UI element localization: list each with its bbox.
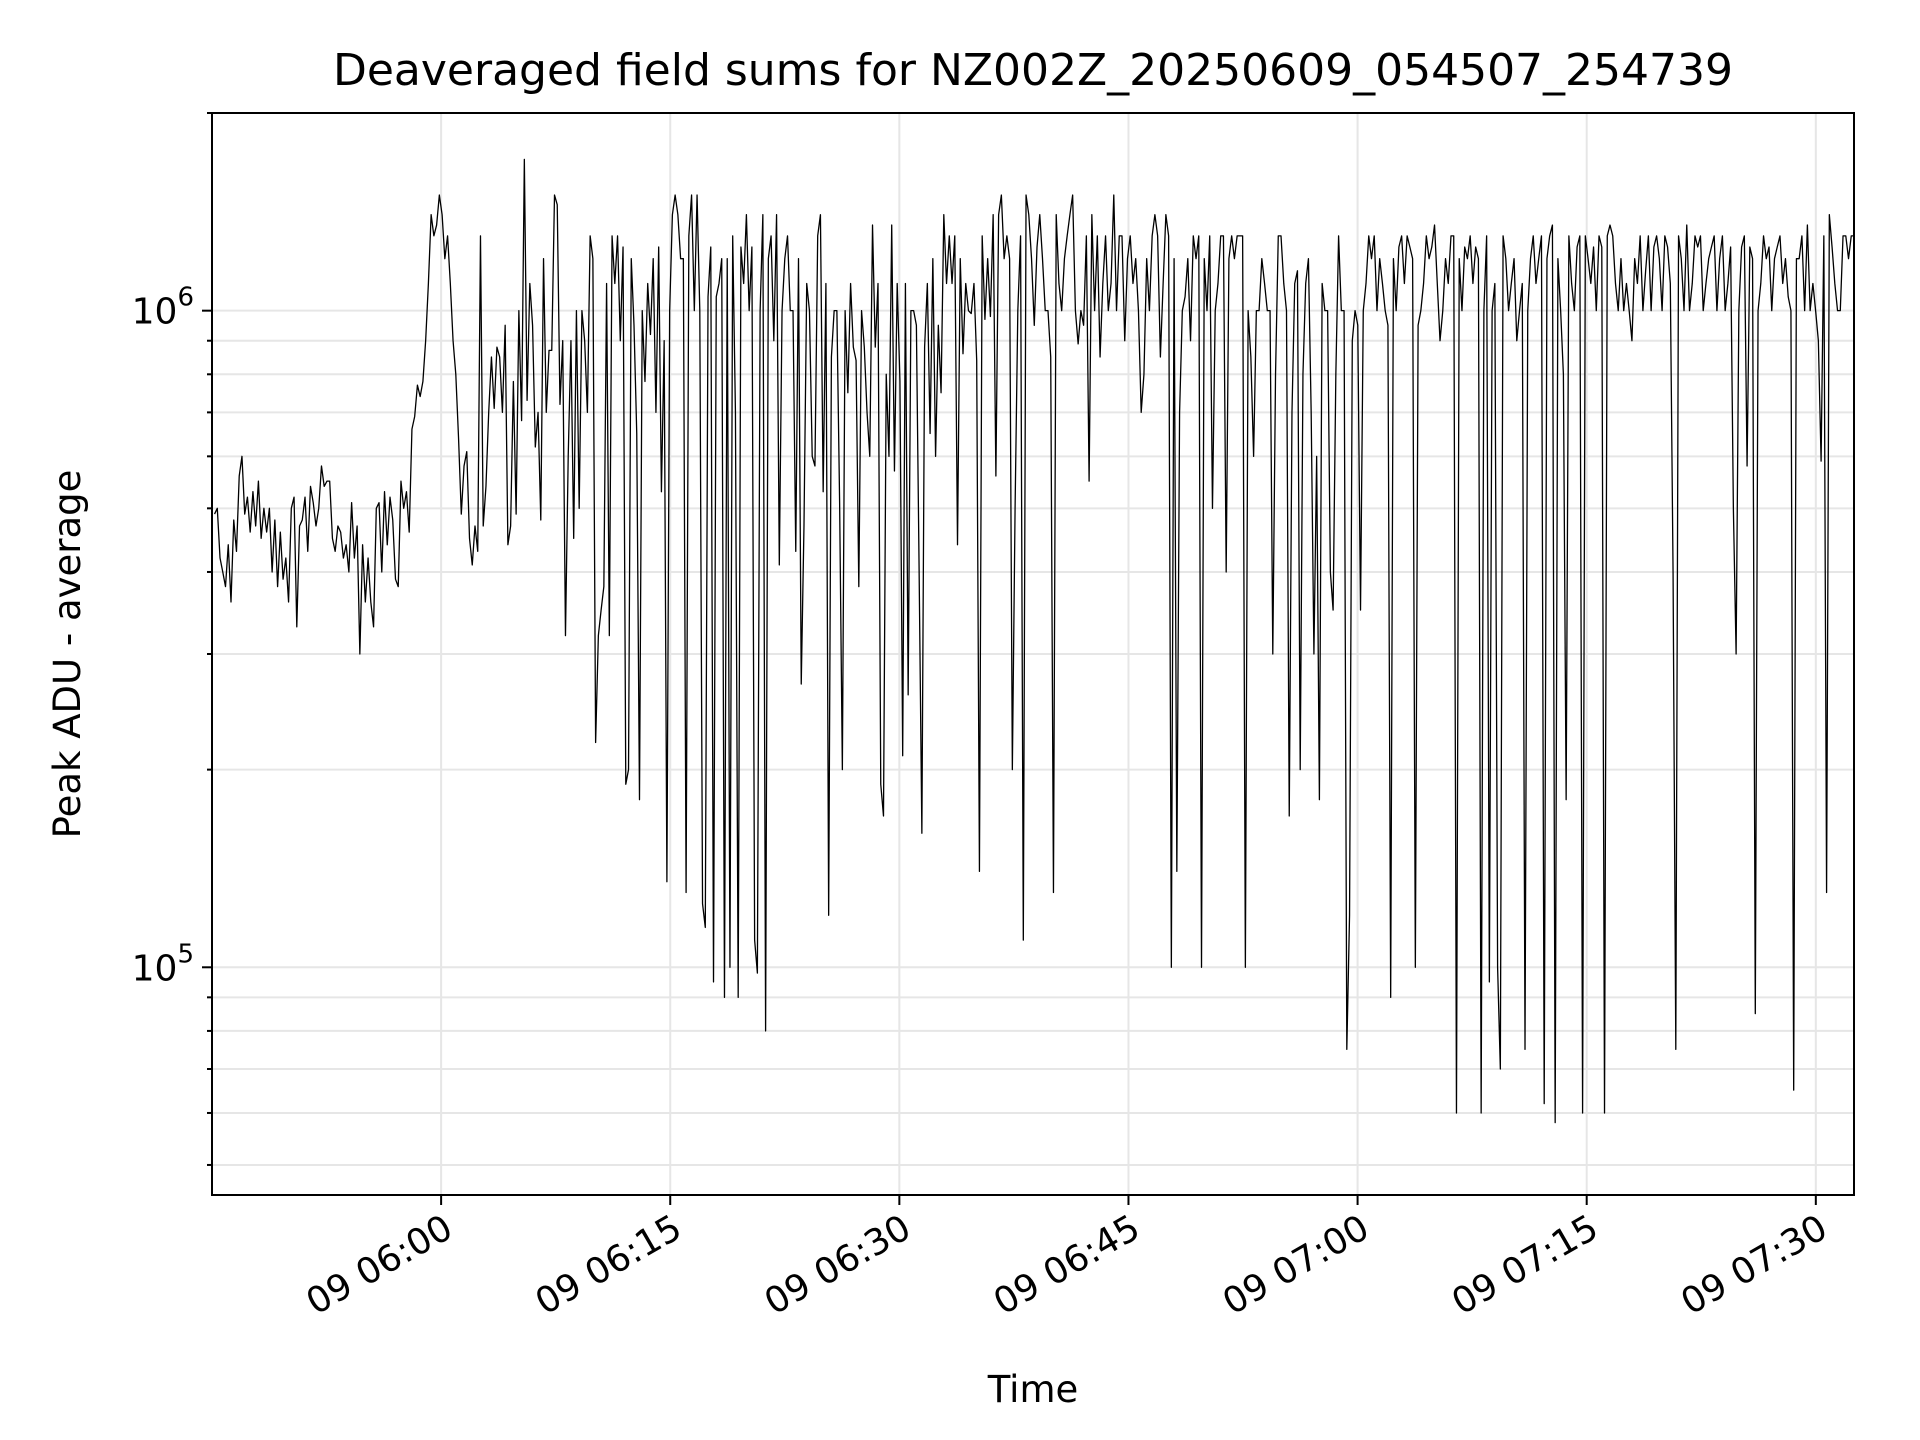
y-tick-base: 10 xyxy=(132,292,178,333)
y-tick-label: 106 xyxy=(132,283,194,333)
x-tick-label: 09 07:30 xyxy=(1674,1207,1834,1323)
series-layer xyxy=(213,158,1854,1124)
y-tick-label: 105 xyxy=(132,939,194,989)
y-tick-exponent: 5 xyxy=(177,939,194,969)
series-line xyxy=(213,158,1854,1124)
x-axis-label: Time xyxy=(987,1368,1079,1411)
x-tick-label: 09 06:30 xyxy=(758,1207,918,1323)
y-tick-exponent: 6 xyxy=(177,283,194,313)
y-tick-base: 10 xyxy=(132,948,178,989)
y-axis-label: Peak ADU - average xyxy=(46,470,89,839)
x-tick-label: 09 06:00 xyxy=(300,1207,460,1323)
x-tick-label: 09 07:00 xyxy=(1216,1207,1376,1323)
x-tick-label: 09 06:15 xyxy=(529,1207,689,1323)
x-tick-label: 09 06:45 xyxy=(987,1207,1147,1323)
x-tick-label: 09 07:15 xyxy=(1445,1207,1605,1323)
chart-title: Deaveraged field sums for NZ002Z_2025060… xyxy=(333,45,1733,96)
